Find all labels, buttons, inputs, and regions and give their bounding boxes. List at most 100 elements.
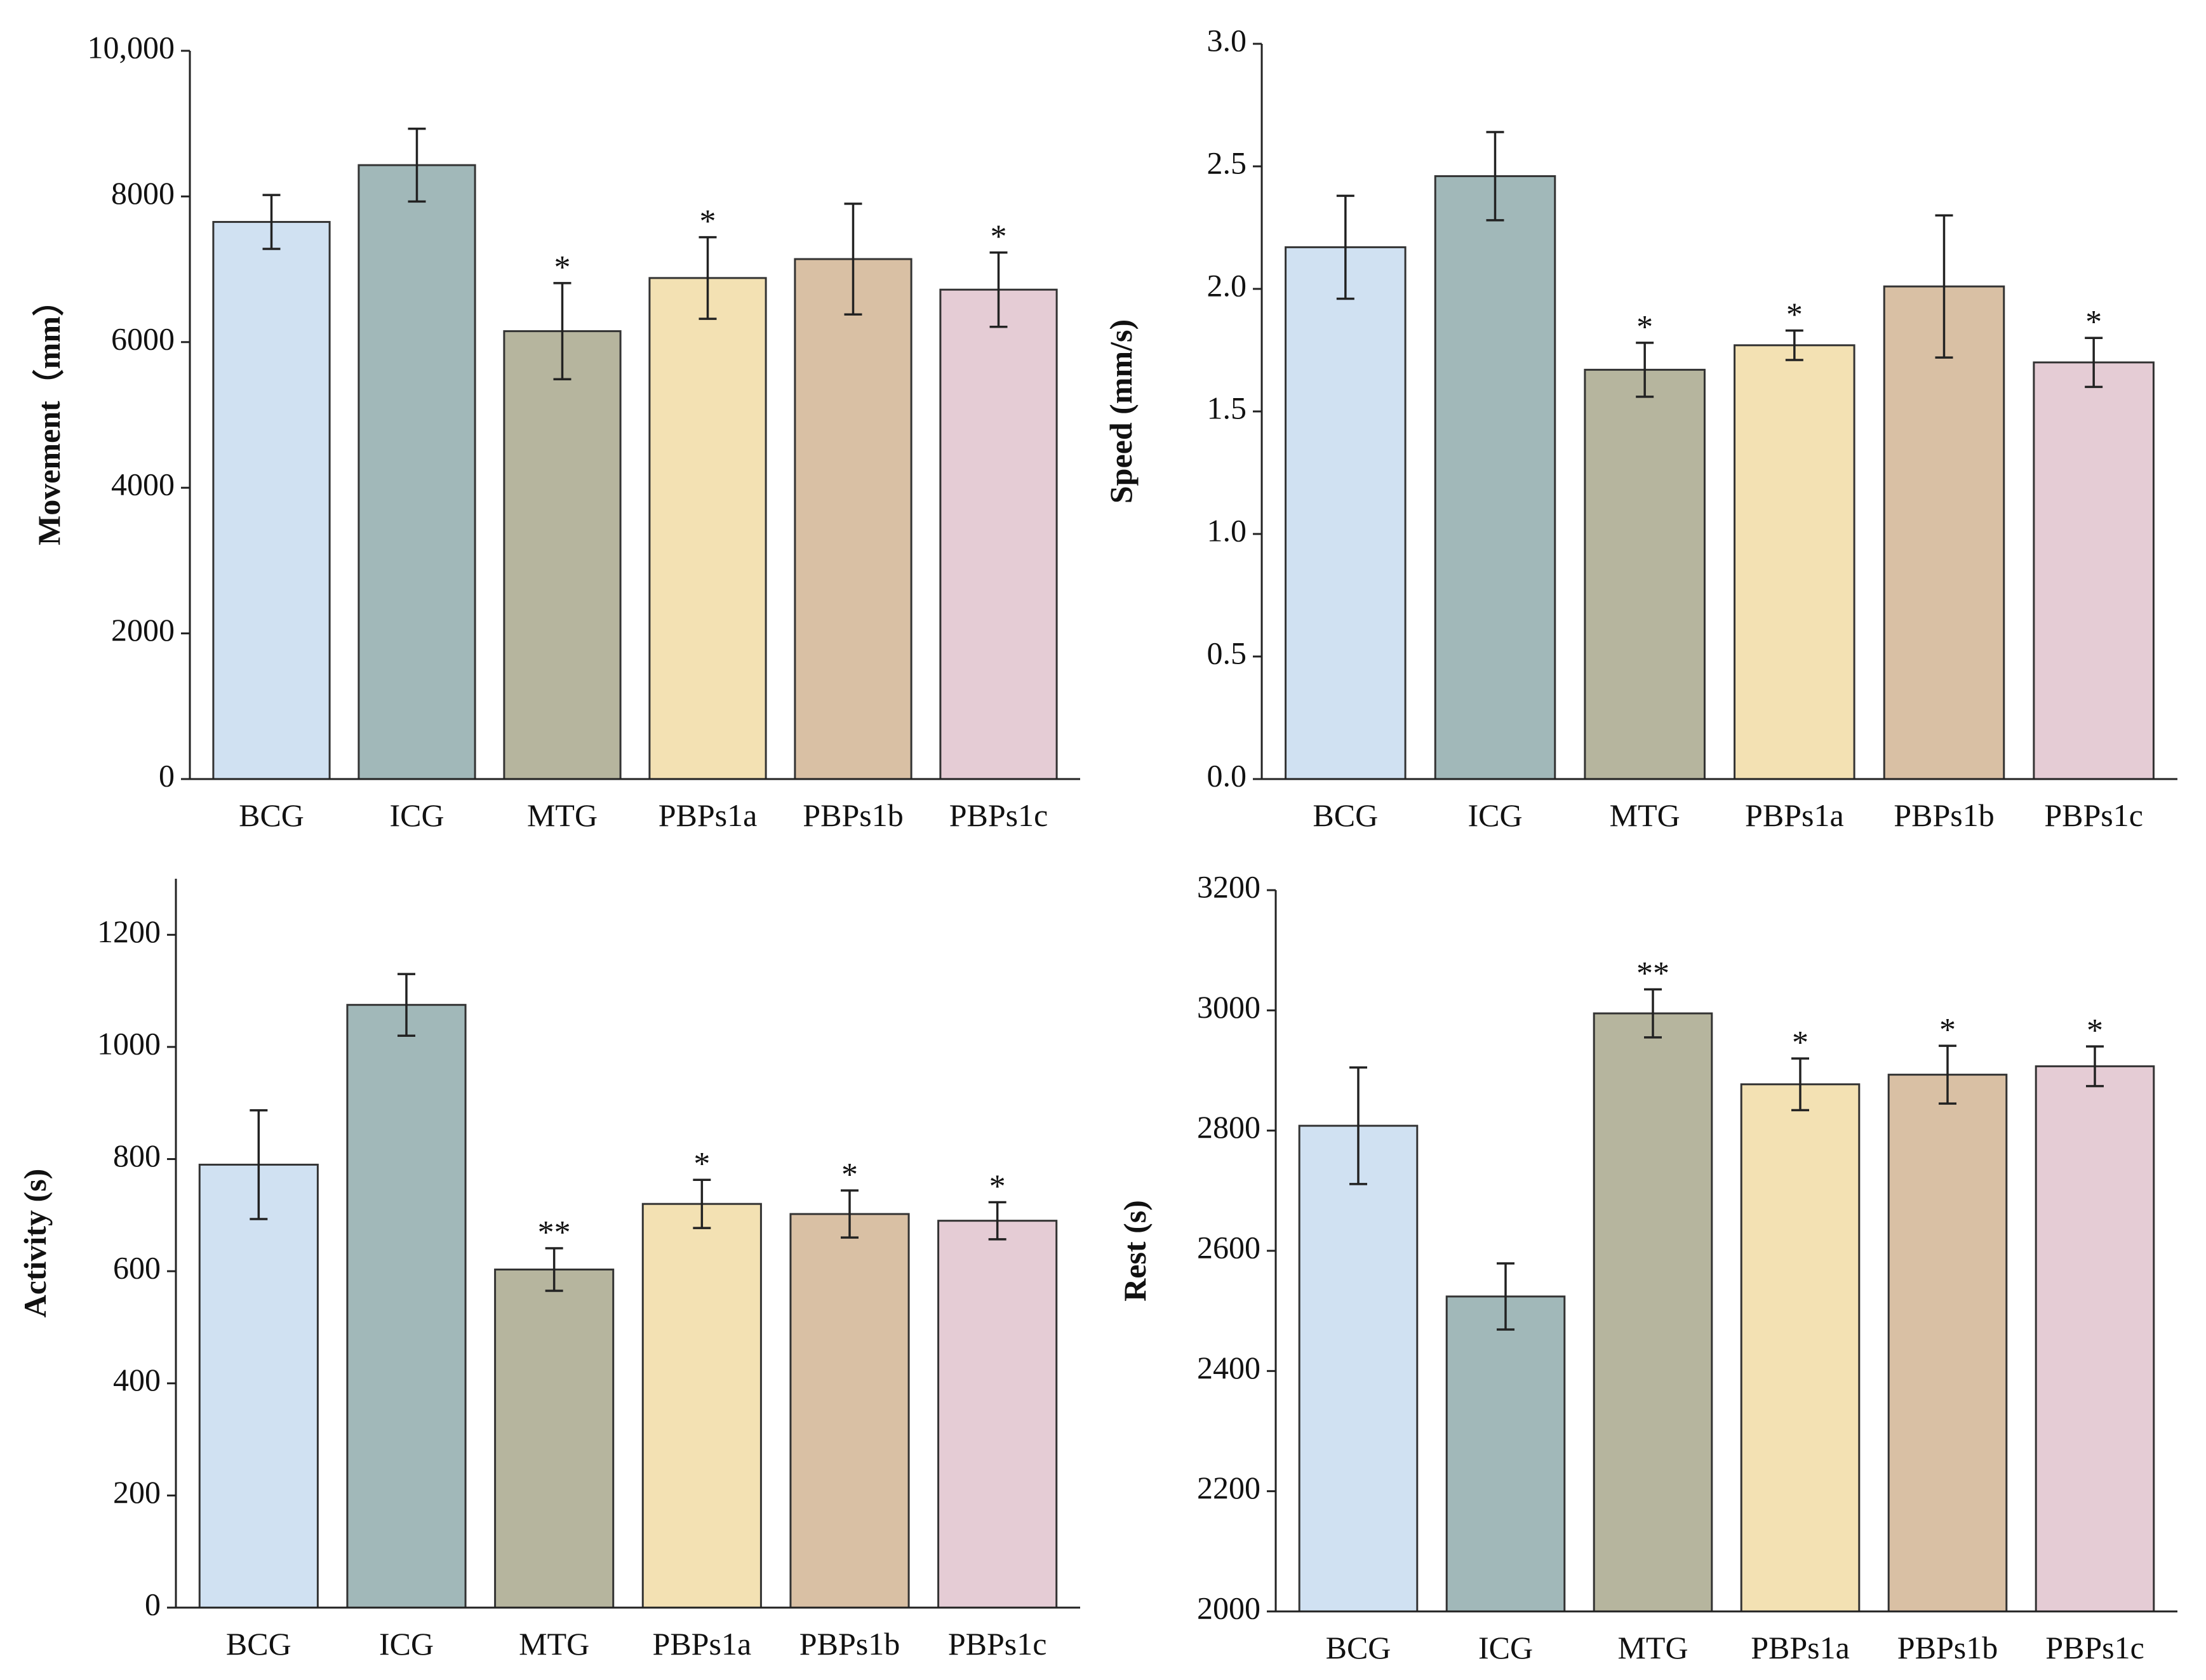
error-bar: [1636, 342, 1654, 398]
y-tick-label: 1.0: [1207, 512, 1247, 548]
x-tick-label: PBPs1a: [653, 1626, 752, 1662]
y-tick-label: 1200: [97, 914, 161, 949]
x-tick-label: BCG: [1313, 797, 1378, 833]
error-bar: [250, 1109, 268, 1220]
x-tick-label: PBPs1a: [1745, 797, 1844, 833]
y-tick-label: 2800: [1197, 1109, 1260, 1145]
bar: [212, 221, 331, 780]
bar: [346, 1004, 467, 1609]
y-tick-label: 400: [113, 1362, 161, 1397]
y-tick-label: 3000: [1197, 989, 1260, 1025]
error-bar: [1349, 1066, 1367, 1185]
y-axis-title: Speed (mm/s): [1103, 319, 1139, 503]
error-bar: [989, 251, 1008, 328]
y-tick-label: 4000: [111, 467, 175, 502]
x-tick-label: MTG: [1610, 797, 1680, 833]
bar: [939, 288, 1058, 780]
significance-label: *: [1792, 1025, 1808, 1061]
x-tick-label: MTG: [519, 1626, 589, 1662]
error-bar: [988, 1201, 1006, 1241]
x-tick-label: PBPs1c: [948, 1626, 1047, 1662]
y-tick-label: 600: [113, 1250, 161, 1286]
y-tick-label: 3.0: [1207, 22, 1247, 58]
x-tick-label: ICG: [1467, 797, 1522, 833]
bar: [358, 164, 476, 780]
bar: [198, 1163, 319, 1609]
error-bar: [1336, 194, 1354, 300]
bar: [494, 1269, 615, 1609]
bar: [1285, 246, 1407, 780]
error-bar: [398, 973, 415, 1037]
x-tick-label: BCG: [1326, 1630, 1391, 1665]
x-tick-label: MTG: [527, 797, 598, 833]
significance-label: *: [1636, 309, 1653, 345]
error-bar: [699, 236, 717, 320]
x-tick-label: PBPs1b: [1894, 797, 1994, 833]
error-bar: [1939, 1044, 1956, 1105]
error-bar: [1935, 214, 1953, 359]
significance-label: *: [693, 1146, 710, 1182]
bar: [2035, 1065, 2155, 1613]
bar: [794, 258, 912, 780]
x-tick-label: PBPs1b: [803, 797, 903, 833]
bar: [641, 1203, 762, 1609]
significance-label: *: [991, 219, 1007, 255]
y-tick-label: 1000: [97, 1025, 161, 1061]
y-tick-label: 0.5: [1207, 635, 1247, 670]
x-tick-label: PBPs1c: [2044, 797, 2143, 833]
bar: [648, 277, 767, 780]
y-axis-title: Activity (s): [17, 1169, 53, 1318]
x-tick-label: ICG: [389, 797, 444, 833]
bar: [1445, 1295, 1566, 1613]
error-bar: [1497, 1262, 1514, 1331]
y-tick-label: 2.5: [1207, 145, 1247, 180]
error-bar: [545, 1247, 563, 1292]
y-axis-title: Rest (s): [1117, 1200, 1153, 1302]
y-tick-label: 0.0: [1207, 757, 1247, 793]
significance-label: *: [2087, 1013, 2103, 1049]
error-bar: [1785, 329, 1803, 361]
error-bar: [693, 1178, 711, 1229]
x-tick-label: PBPs1a: [1751, 1630, 1850, 1665]
error-bar: [262, 194, 281, 250]
bar: [789, 1213, 910, 1609]
x-tick-label: PBPs1b: [1897, 1630, 1998, 1665]
significance-label: *: [841, 1157, 858, 1193]
y-tick-label: 2200: [1197, 1470, 1260, 1505]
y-tick-label: 2.0: [1207, 267, 1247, 303]
bar: [1883, 285, 2005, 780]
significance-label: *: [700, 204, 716, 240]
error-bar: [553, 282, 572, 381]
y-tick-label: 3200: [1197, 869, 1260, 904]
y-tick-label: 800: [113, 1138, 161, 1173]
error-bar: [2086, 1045, 2104, 1088]
error-bar: [408, 127, 426, 203]
x-tick-label: ICG: [379, 1626, 434, 1662]
error-bar: [841, 1189, 859, 1239]
bar: [503, 330, 622, 780]
x-tick-label: BCG: [226, 1626, 291, 1662]
bar: [1298, 1124, 1419, 1613]
y-tick-label: 8000: [111, 175, 175, 211]
x-tick-label: MTG: [1617, 1630, 1688, 1665]
significance-label: **: [1636, 956, 1669, 992]
bar: [937, 1220, 1058, 1609]
error-bar: [1486, 131, 1504, 222]
y-tick-label: 2400: [1197, 1350, 1260, 1385]
y-tick-label: 0: [159, 757, 175, 793]
bar: [1434, 175, 1556, 780]
x-tick-label: BCG: [239, 797, 304, 833]
bar: [1734, 344, 1855, 780]
y-tick-label: 1.5: [1207, 390, 1247, 425]
bar: [1740, 1083, 1861, 1613]
y-tick-label: 6000: [111, 321, 175, 356]
panel: 0.0 0.5 1.0 1.5 2.0 2.5 3.0 BCG ICG * MTG * PBPs1a PB…: [1103, 22, 2177, 833]
bar: [1593, 1012, 1713, 1613]
y-axis-title: Movement（mm）: [31, 284, 67, 545]
x-tick-label: PBPs1c: [949, 797, 1048, 833]
error-bar: [1791, 1057, 1809, 1112]
x-tick-label: PBPs1b: [799, 1626, 900, 1662]
